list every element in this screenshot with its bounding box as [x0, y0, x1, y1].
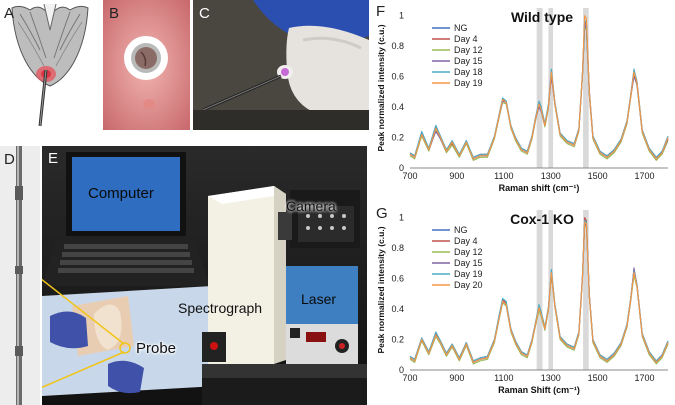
cox1-ko-y-tick-label: 1 [399, 213, 404, 223]
wild-type-x-tick-label: 1300 [541, 171, 561, 181]
wild-type-x-tick-label: 1100 [494, 171, 513, 181]
wild-type-x-tick-label: 900 [449, 171, 464, 181]
cox1-ko-legend-entry: NG [454, 225, 468, 235]
wild-type-y-tick-label: 0.2 [391, 133, 404, 143]
wild-type-x-axis-label: Raman shift (cm⁻¹) [499, 183, 580, 193]
cox1-ko-highlight-band-2 [548, 210, 554, 370]
speculum-photo [103, 0, 190, 130]
wild-type-y-axis-label: Peak normalized intensity (c.u.) [376, 24, 386, 151]
wild-type-legend-entry: Day 19 [454, 78, 483, 88]
panel-f: F 0 0.2 0.4 0.6 0.8 1 700 900 1100 1300 1500 1700 Wi… [370, 0, 675, 200]
wild-type-legend-entry: Day 15 [454, 56, 483, 66]
wild-type-legend-entry: Day 18 [454, 67, 483, 77]
cox1-ko-x-axis-label: Raman Shift (cm⁻¹) [498, 385, 580, 395]
spectrograph-label: Spectrograph [178, 300, 263, 316]
panel-label-e: E [48, 150, 59, 167]
wild-type-y-tick-label: 0 [399, 163, 404, 173]
wild-type-x-tick-label: 700 [402, 171, 417, 181]
wild-type-legend-entry: NG [454, 23, 468, 33]
cox1-ko-x-tick-label: 700 [402, 373, 417, 383]
cox1-ko-legend-entry: Day 12 [454, 247, 483, 257]
cox1-ko-y-tick-label: 0.8 [391, 243, 404, 253]
laser-label: Laser [301, 291, 337, 307]
cox1-ko-y-tick-label: 0 [399, 365, 404, 375]
panel-label-g: G [376, 205, 388, 222]
wild-type-highlight-band-3 [583, 8, 589, 168]
wild-type-highlight-band-1 [536, 8, 543, 168]
probe-label: Probe [136, 340, 177, 357]
cox1-ko-x-tick-label: 1700 [635, 373, 655, 383]
cox1-ko-legend-entry: Day 20 [454, 280, 483, 290]
wild-type-legend-entry: Day 4 [454, 34, 478, 44]
wild-type-x-tick-label: 1700 [635, 171, 655, 181]
panel-label-f: F [376, 3, 386, 20]
wild-type-series-day-19 [409, 15, 669, 160]
panel-label-b: B [109, 5, 120, 22]
panel-e: E Computer Camera Spectrograph Laser Pro… [42, 146, 367, 405]
wild-type-y-tick-label: 0.4 [391, 102, 404, 112]
computer-screen [72, 157, 180, 231]
cox1-ko-x-tick-label: 900 [449, 373, 464, 383]
cox1-ko-x-tick-label: 1100 [494, 373, 513, 383]
cox1-ko-y-tick-label: 0.4 [391, 304, 404, 314]
probe-closeup-photo [0, 146, 40, 405]
computer-label: Computer [88, 185, 154, 202]
cox1-ko-x-tick-label: 1300 [541, 373, 561, 383]
cox1-ko-title: Cox-1 KO [510, 211, 574, 227]
cox1-ko-series-day-20 [409, 221, 669, 363]
wild-type-y-tick-label: 0.8 [391, 41, 404, 51]
camera-label: Camera [286, 198, 336, 214]
setup-photo [42, 146, 367, 405]
panel-label-a: A [4, 5, 15, 22]
wild-type-y-tick-label: 0.6 [391, 72, 404, 82]
panel-label-c: C [199, 5, 210, 22]
panel-c: C [193, 0, 369, 130]
panel-a: A [0, 0, 100, 130]
wild-type-y-tick-label: 1 [399, 11, 404, 21]
cox1-ko-highlight-band-3 [583, 210, 589, 370]
mouse-photo [193, 0, 369, 130]
cox1-ko-y-tick-label: 0.6 [391, 274, 404, 284]
cox1-ko-legend-entry: Day 4 [454, 236, 478, 246]
cox1-ko-y-axis-label: Peak normalized intensity (c.u.) [376, 226, 386, 353]
cox1-ko-x-tick-label: 1500 [588, 373, 608, 383]
panel-label-d: D [4, 151, 15, 168]
panel-d: D [0, 146, 40, 405]
wild-type-legend-entry: Day 12 [454, 45, 483, 55]
wild-type-x-tick-label: 1500 [588, 171, 608, 181]
cox1-ko-highlight-band-1 [536, 210, 543, 370]
cox1-ko-y-tick-label: 0.2 [391, 335, 404, 345]
cox1-ko-legend-entry: Day 15 [454, 258, 483, 268]
panel-g: G 0 0.2 0.4 0.6 0.8 1 700 900 1100 1300 1500 1700 Co… [370, 202, 675, 405]
cox1-ko-legend-entry: Day 19 [454, 269, 483, 279]
anatomy-illustration [11, 3, 89, 127]
panel-b: B [103, 0, 190, 130]
wild-type-title: Wild type [511, 9, 573, 25]
